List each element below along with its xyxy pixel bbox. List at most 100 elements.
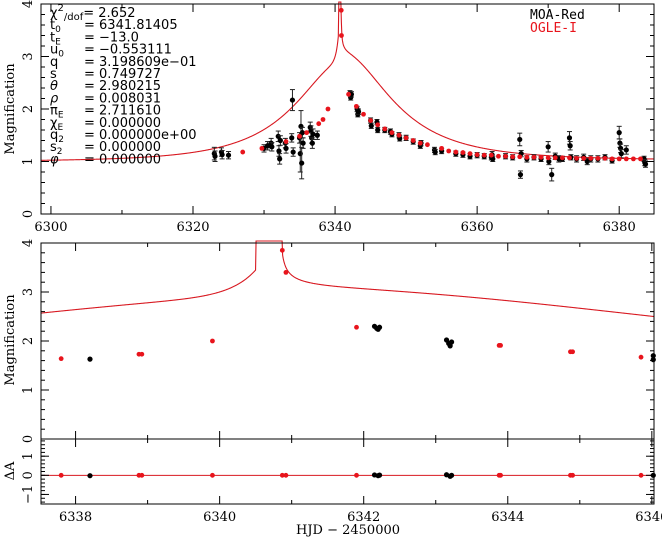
moa-point xyxy=(289,97,296,103)
param-name: φ xyxy=(50,152,59,167)
param-name: q xyxy=(50,128,58,143)
fit-parameter: s = 0.749727 xyxy=(50,67,161,82)
y-axis-label: ΔA xyxy=(3,461,18,480)
param-value: = 2.652 xyxy=(83,6,135,21)
param-name: s xyxy=(50,140,57,155)
ogle-point xyxy=(403,135,409,141)
ogle-point xyxy=(498,343,503,348)
ogle-point xyxy=(467,151,473,157)
param-value: = 2.980215 xyxy=(84,79,161,94)
ogle-point xyxy=(396,132,402,138)
ogle-point xyxy=(346,91,351,97)
moa-point xyxy=(368,123,374,129)
ogle-point xyxy=(488,152,494,158)
param-value: = 3.198609e−01 xyxy=(84,55,197,70)
ogle-point xyxy=(616,156,622,162)
ogle-point xyxy=(325,106,331,112)
moa-point xyxy=(650,353,656,359)
model-curve xyxy=(40,240,655,318)
x-axis-label: HJD − 2450000 xyxy=(296,523,400,538)
fit-parameter: t0 = 6341.81405 xyxy=(50,18,178,35)
moa-point xyxy=(219,152,225,158)
ogle-point xyxy=(240,149,246,155)
ogle-point xyxy=(354,324,359,330)
moa-point xyxy=(290,149,296,155)
moa-point xyxy=(546,158,552,165)
moa-point xyxy=(618,151,624,157)
moa-point xyxy=(618,145,624,151)
fit-parameter: χE = 0.000000 xyxy=(50,116,161,133)
ogle-point xyxy=(58,472,64,478)
y-tick-label: 0 xyxy=(21,471,36,479)
ogle-point xyxy=(297,133,302,139)
y-tick-label: 1 xyxy=(21,386,36,394)
moa-point xyxy=(264,143,271,149)
ogle-point xyxy=(283,270,289,275)
moa-point xyxy=(376,472,383,478)
moa-point xyxy=(289,135,295,141)
moa-point xyxy=(616,130,622,136)
param-name: χ xyxy=(50,6,58,21)
param-name: θ xyxy=(50,79,58,94)
param-name: t xyxy=(50,18,55,33)
moa-point xyxy=(623,147,629,153)
data-points xyxy=(211,7,649,182)
moa-point xyxy=(299,160,305,166)
fit-parameter: tE = −13.0 xyxy=(50,30,139,47)
panel-zoomed-light-curve: 0 1 2 3 4 Magnification xyxy=(3,239,656,443)
axis-ticks: 0 1 2 3 4 xyxy=(21,239,654,443)
param-value: = 0.749727 xyxy=(84,67,161,82)
param-value: = 6341.81405 xyxy=(84,18,178,33)
ogle-point xyxy=(58,356,64,362)
ogle-point xyxy=(517,154,523,160)
fit-parameter: φ = 0.000000 xyxy=(50,152,161,167)
y-tick-label: 1 xyxy=(21,157,36,165)
param-value: = −13.0 xyxy=(84,30,139,45)
ogle-point xyxy=(354,472,359,478)
ogle-point xyxy=(375,122,381,128)
ogle-point xyxy=(574,155,579,161)
y-tick-label: 3 xyxy=(21,288,36,296)
ogle-point xyxy=(389,130,395,136)
param-value: = 0.000000 xyxy=(84,140,161,155)
y-tick-label: 4 xyxy=(21,0,36,8)
ogle-point xyxy=(460,150,466,155)
ogle-point xyxy=(570,349,576,355)
ogle-point xyxy=(353,103,359,109)
moa-point xyxy=(617,140,623,146)
ogle-point xyxy=(139,351,145,357)
param-name: t xyxy=(50,30,55,45)
ogle-point xyxy=(316,121,322,127)
ogle-point xyxy=(368,118,373,123)
moa-point xyxy=(283,145,289,151)
x-tick-label: 6346 xyxy=(635,510,662,525)
param-sub: 2 xyxy=(58,135,64,145)
y-tick-label: 2 xyxy=(21,337,36,345)
y-tick-label: −1 xyxy=(21,485,36,504)
param-sub: /dof xyxy=(64,12,84,23)
ogle-point xyxy=(638,472,644,478)
x-tick-label: 6342 xyxy=(347,510,380,525)
ogle-point xyxy=(453,149,459,155)
ogle-point xyxy=(588,155,594,161)
x-tick-label: 6338 xyxy=(59,510,92,525)
moa-point xyxy=(642,161,649,167)
y-axis-label: Magnification xyxy=(3,294,18,386)
ogle-point xyxy=(481,152,487,158)
moa-point xyxy=(376,324,383,330)
param-sub: 0 xyxy=(58,50,64,60)
ogle-point xyxy=(304,130,310,136)
x-tick-label: 6340 xyxy=(319,220,352,235)
moa-point xyxy=(567,143,573,149)
param-value: = 0.000000 xyxy=(84,152,161,167)
fit-parameter: q2 = 0.000000e+00 xyxy=(50,128,197,145)
param-value: = −0.553111 xyxy=(84,43,172,58)
ogle-point xyxy=(638,354,644,360)
ogle-point xyxy=(339,33,344,38)
param-name: s xyxy=(50,67,57,82)
ogle-point xyxy=(283,139,289,144)
axis-ticks: 6300 6320 6340 6360 6380 0 1 2 3 4 xyxy=(21,0,654,235)
param-sub: 0 xyxy=(55,25,61,35)
param-value: = 2.711610 xyxy=(84,104,161,119)
